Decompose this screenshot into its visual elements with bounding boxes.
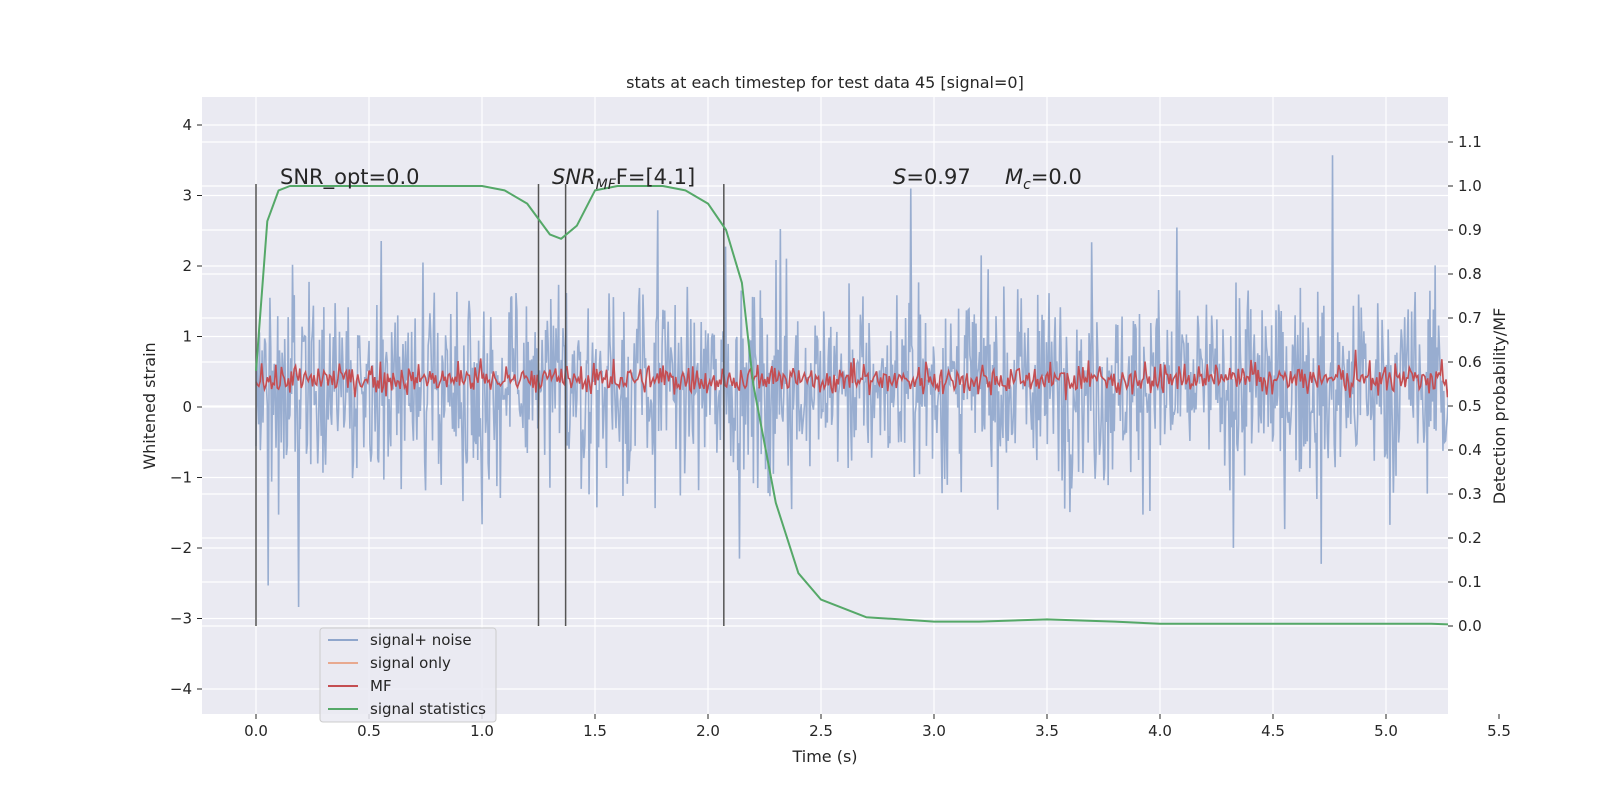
y-tick-label: −3 [170, 610, 192, 628]
annotation-s-value: =0.97 [906, 165, 970, 189]
y-right-tick-label: 0.1 [1458, 573, 1482, 591]
y-tick-label: −2 [170, 539, 192, 557]
annotation-snr-opt: SNR_opt=0.0 [280, 165, 420, 190]
annotation-snr-mf: SNRMFF=[4.1] [552, 165, 695, 193]
series-signal-statistics-line [255, 185, 1448, 626]
y-axis-ticks: 4 3 2 1 0 −1 −2 −3 −4 [170, 116, 202, 698]
legend-label-noise: signal+ noise [370, 631, 472, 649]
x-tick-label: 0.5 [357, 722, 381, 740]
annotation-snr-mf-sub: MF [596, 177, 617, 193]
series-mf-line [255, 349, 1448, 401]
y-axis-right-label: Detection probability/MF [1490, 308, 1509, 505]
x-tick-label: 4.0 [1148, 722, 1172, 740]
legend-box [319, 627, 497, 723]
y-tick-label: −4 [170, 680, 192, 698]
legend-label-mf: MF [370, 677, 392, 695]
annotation-snr-mf-suffix: F=[4.1] [616, 165, 695, 189]
y-tick-label: 1 [182, 328, 192, 346]
annotation-snr-mf-prefix: SNR [552, 165, 596, 189]
legend: signal+ noise signal only MF signal stat… [319, 627, 497, 723]
y-right-tick-label: 0.0 [1458, 617, 1482, 635]
x-tick-label: 5.5 [1487, 722, 1511, 740]
x-axis-label: Time (s) [791, 747, 857, 766]
y-right-tick-label: 1.0 [1458, 177, 1482, 195]
annotation-mc: Mc=0.0 [1005, 165, 1082, 193]
y-axis-label: Whitened strain [140, 342, 159, 469]
annotation-mc-value: =0.0 [1031, 165, 1082, 189]
x-tick-label: 4.5 [1261, 722, 1285, 740]
x-tick-label: 2.0 [696, 722, 720, 740]
y-tick-label: 2 [182, 257, 192, 275]
chart-title: stats at each timestep for test data 45 … [626, 73, 1024, 92]
annotation-s: S=0.97 [893, 165, 971, 189]
y-right-tick-label: 0.2 [1458, 529, 1482, 547]
y-right-tick-label: 1.1 [1458, 133, 1482, 151]
y-tick-label: 0 [182, 398, 192, 416]
y-tick-label: 3 [182, 187, 192, 205]
y-right-tick-label: 0.8 [1458, 265, 1482, 283]
x-tick-label: 5.0 [1374, 722, 1398, 740]
y-right-tick-label: 0.3 [1458, 485, 1482, 503]
plot-marks [255, 155, 1448, 626]
y-right-tick-label: 0.9 [1458, 221, 1482, 239]
annotation-s-var: S [893, 165, 906, 189]
x-tick-label: 3.0 [922, 722, 946, 740]
x-tick-label: 0.0 [244, 722, 268, 740]
annotation-mc-var: M [1005, 165, 1023, 189]
x-axis-ticks: 0.00.51.01.52.02.53.03.54.04.55.05.56.06… [244, 714, 1511, 740]
legend-label-stats: signal statistics [370, 700, 486, 718]
x-tick-label: 3.5 [1035, 722, 1059, 740]
legend-label-signal-only: signal only [370, 654, 451, 672]
annotation-mc-sub: c [1023, 177, 1031, 193]
y-right-tick-label: 0.5 [1458, 397, 1482, 415]
x-tick-label: 1.5 [583, 722, 607, 740]
y-tick-label: 4 [182, 116, 192, 134]
y-tick-label: −1 [170, 469, 192, 487]
x-tick-label: 2.5 [809, 722, 833, 740]
y-right-tick-label: 0.7 [1458, 309, 1482, 327]
x-tick-label: 1.0 [470, 722, 494, 740]
y-right-tick-label: 0.6 [1458, 353, 1482, 371]
y-axis-right-ticks: 1.1 1.0 0.9 0.8 0.7 0.6 0.5 0.4 0.3 0.2 0.1 0.0 [1448, 133, 1482, 635]
series-signal-noise-line [255, 155, 1448, 607]
y-right-tick-label: 0.4 [1458, 441, 1482, 459]
